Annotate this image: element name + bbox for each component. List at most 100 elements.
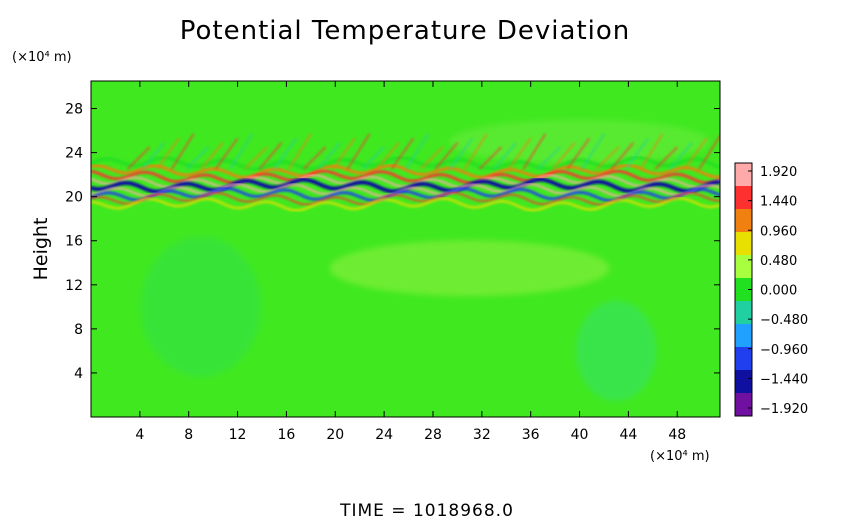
wave-crest xyxy=(478,146,503,170)
colorbar-tick-label: 0.000 xyxy=(760,284,797,299)
x-tick-label: 40 xyxy=(571,427,589,443)
x-tick-label: 36 xyxy=(522,427,540,443)
wave-crest xyxy=(639,133,664,170)
wave-crest xyxy=(683,137,708,170)
x-unit-label: (×10⁴ m) xyxy=(650,449,710,464)
wave-crest xyxy=(405,133,429,170)
x-tick-label: 4 xyxy=(135,427,144,443)
colorbar-swatch xyxy=(735,186,752,210)
wave-crest xyxy=(698,133,720,170)
y-tick-label: 4 xyxy=(74,366,83,382)
x-axis: 4 8 12 16 20 24 28 32 36 40 44 48 xyxy=(135,81,686,443)
field-blob xyxy=(449,119,710,164)
wave-crest xyxy=(185,146,209,170)
wave-crest xyxy=(434,142,459,170)
time-label: TIME = 1018968.0 xyxy=(339,501,514,519)
colorbar-tick-label: −0.480 xyxy=(760,313,808,328)
y-tick-label: 20 xyxy=(65,190,83,206)
y-unit-label: (×10⁴ m) xyxy=(12,50,72,65)
colorbar-tick-label: 0.960 xyxy=(760,224,797,239)
colorbar-tick-label: 0.480 xyxy=(760,254,797,269)
colorbar-swatch xyxy=(735,393,752,417)
colorbar-tick-label: 1.440 xyxy=(760,195,797,210)
plot-frame xyxy=(90,80,721,418)
wave-crest xyxy=(625,137,649,170)
colorbar-swatch xyxy=(735,347,752,371)
wave-crest xyxy=(332,137,356,170)
wave-crest xyxy=(229,133,254,170)
colorbar-tick-label: −1.440 xyxy=(760,372,808,387)
y-axis-label: Height xyxy=(30,218,52,281)
x-tick-label: 32 xyxy=(473,427,491,443)
wave-crest xyxy=(551,142,576,170)
wave-crest xyxy=(170,133,195,170)
wave-crest xyxy=(449,137,473,170)
colorbar-swatch xyxy=(735,209,752,233)
x-tick-label: 44 xyxy=(619,427,637,443)
wave-crest xyxy=(126,146,151,170)
colorbar-swatch xyxy=(735,324,752,348)
wave-crest xyxy=(669,142,693,170)
y-tick-label: 8 xyxy=(74,322,83,338)
colorbar-tick-label: −0.960 xyxy=(760,343,808,358)
colorbar-swatch xyxy=(735,278,752,302)
wave-crest xyxy=(522,133,547,170)
wave-crest xyxy=(244,146,268,170)
field-blob xyxy=(329,240,610,297)
colorbar-swatch xyxy=(735,232,752,256)
wave-crest xyxy=(361,146,385,170)
wave-crest xyxy=(610,142,635,170)
chart-title: Potential Temperature Deviation xyxy=(180,16,631,46)
wave-crest xyxy=(581,133,605,170)
x-tick-label: 20 xyxy=(326,427,344,443)
wave-crest xyxy=(273,137,298,170)
wave-crest xyxy=(156,137,180,170)
colorbar: 1.920 1.440 0.960 0.480 0.000 −0.480 −0.960 −1.… xyxy=(734,162,808,417)
wave-crest xyxy=(141,142,166,170)
colorbar-tick-label: 1.920 xyxy=(760,165,797,180)
x-tick-label: 48 xyxy=(668,427,686,443)
wave-crest xyxy=(566,137,591,170)
x-tick-label: 12 xyxy=(229,427,247,443)
field-blob xyxy=(576,300,657,401)
wave-crest xyxy=(214,137,239,170)
field-blob xyxy=(140,236,261,377)
wave-crest xyxy=(507,137,532,170)
wave-crest xyxy=(288,133,312,170)
colorbar-tick-label: −1.920 xyxy=(760,402,808,417)
wave-crest xyxy=(654,146,678,170)
colorbar-swatch xyxy=(735,301,752,325)
colorbar-swatch xyxy=(735,255,752,279)
plot-area xyxy=(91,81,720,417)
wave-crest xyxy=(420,146,444,170)
y-axis: 4 8 12 16 20 24 28 xyxy=(65,102,720,382)
colorbar-swatch xyxy=(735,370,752,394)
wave-crest xyxy=(493,142,517,170)
colorbar-swatch xyxy=(735,163,752,187)
band-stripe xyxy=(91,169,720,185)
y-tick-label: 24 xyxy=(65,146,83,162)
wave-crest xyxy=(317,142,341,170)
wave-crest xyxy=(390,137,415,170)
y-tick-label: 28 xyxy=(65,102,83,118)
band-stripe xyxy=(91,183,720,198)
wave-crest xyxy=(376,142,400,170)
x-tick-label: 28 xyxy=(424,427,442,443)
wave-crest xyxy=(258,142,283,170)
y-tick-label: 12 xyxy=(65,278,83,294)
wave-crest xyxy=(302,146,327,170)
wave-crest xyxy=(463,133,488,170)
band-stripe xyxy=(91,174,720,189)
x-tick-label: 8 xyxy=(184,427,193,443)
x-tick-label: 24 xyxy=(375,427,393,443)
wave-crest xyxy=(595,146,620,170)
band-stripe xyxy=(91,196,720,212)
x-tick-label: 16 xyxy=(278,427,296,443)
wave-crest xyxy=(200,142,224,170)
wave-crest xyxy=(537,146,561,170)
wave-crest xyxy=(346,133,371,170)
field-overlay xyxy=(91,119,720,401)
y-tick-label: 16 xyxy=(65,234,83,250)
band-stripe xyxy=(91,163,720,179)
